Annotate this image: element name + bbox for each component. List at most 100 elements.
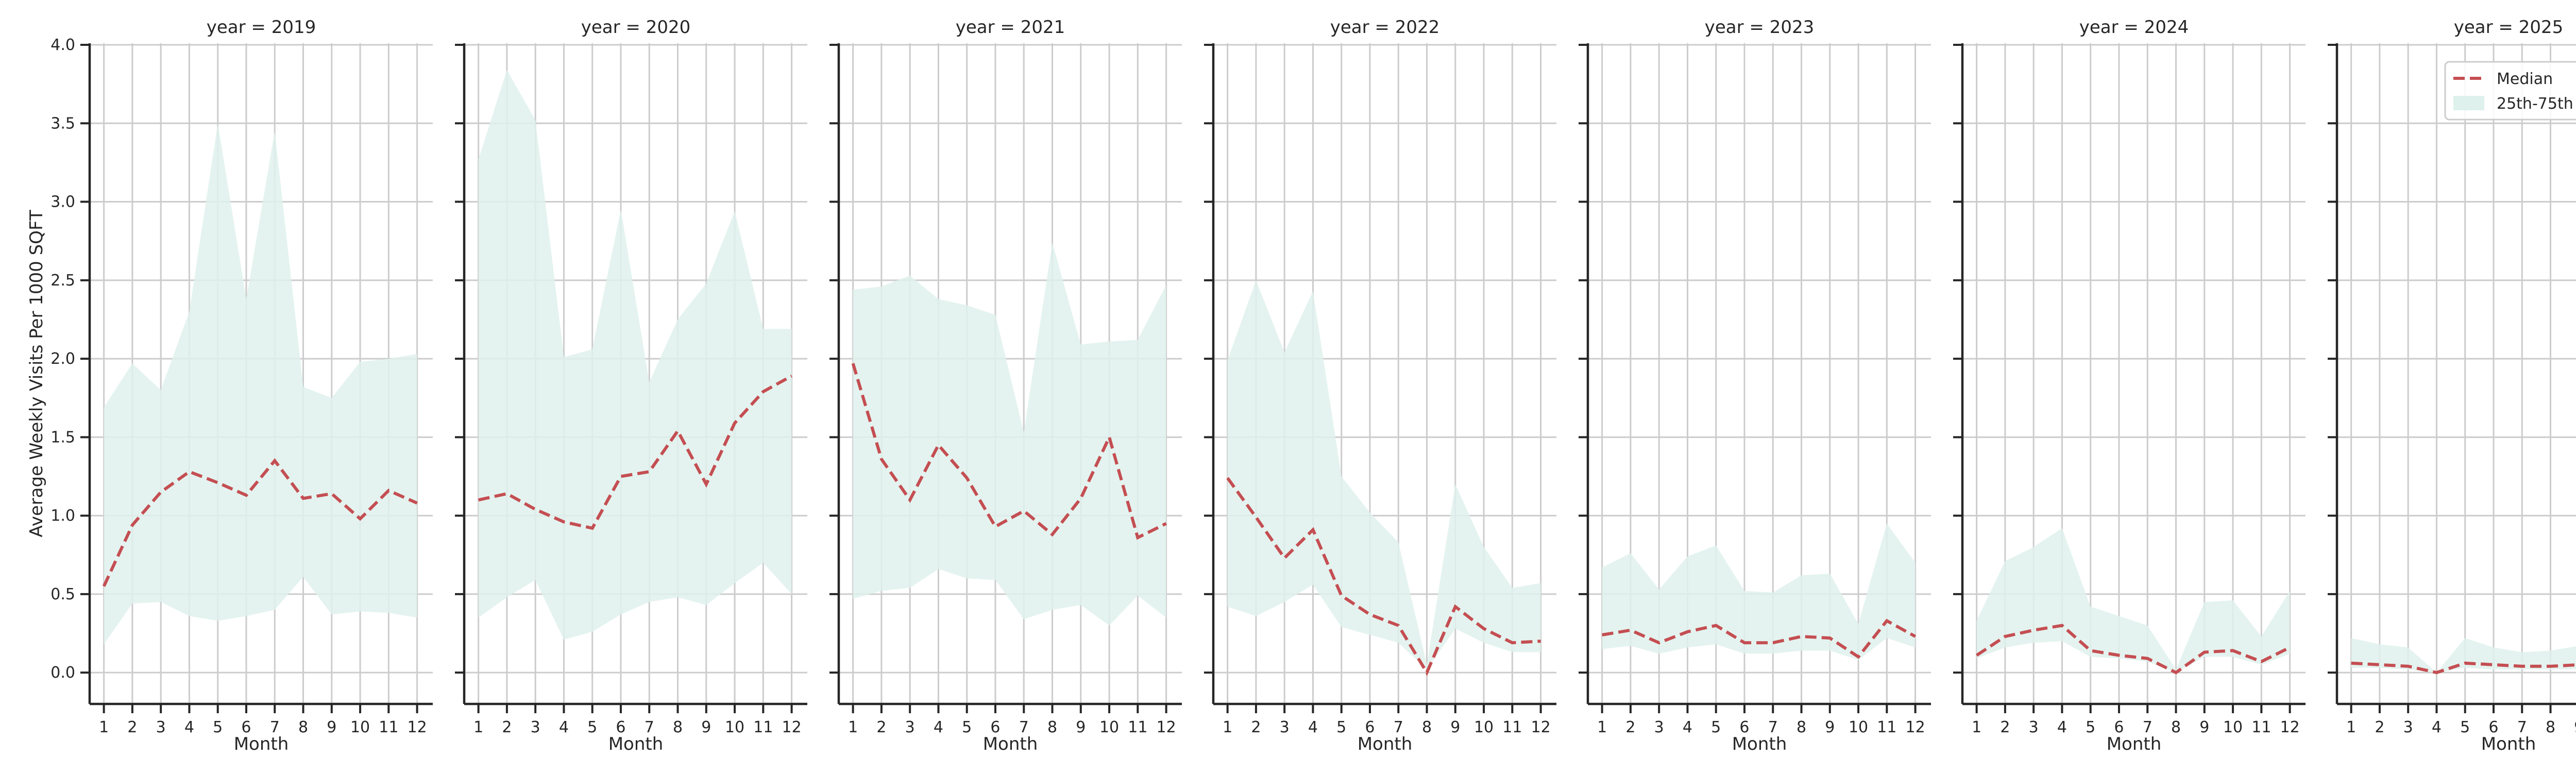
percentile-band — [1227, 280, 1541, 670]
x-tick-label: 2 — [1251, 718, 1261, 736]
percentile-band — [1976, 528, 2290, 673]
x-tick-label: 5 — [213, 718, 223, 736]
y-tick-label: 0.0 — [50, 664, 75, 682]
panel-title: year = 2019 — [207, 17, 316, 38]
x-tick-label: 12 — [408, 718, 427, 736]
x-tick-label: 9 — [701, 718, 711, 736]
x-tick-label: 5 — [962, 718, 972, 736]
panel-title: year = 2025 — [2454, 17, 2563, 38]
y-tick-label: 4.0 — [50, 36, 75, 54]
x-tick-label: 7 — [2517, 718, 2527, 736]
x-tick-label: 2 — [2375, 718, 2384, 736]
x-tick-label: 7 — [1768, 718, 1778, 736]
median-line — [478, 374, 793, 530]
y-tick-label: 1.0 — [50, 507, 75, 525]
x-tick-label: 1 — [2346, 718, 2356, 736]
y-axis-label: Average Weekly Visits Per 1000 SQFT — [26, 210, 47, 537]
x-tick-label: 1 — [1972, 718, 1981, 736]
x-axis-label: Month — [234, 734, 289, 754]
x-tick-label: 5 — [2460, 718, 2470, 736]
x-tick-label: 4 — [559, 718, 569, 736]
x-tick-label: 2 — [876, 718, 886, 736]
x-tick-label: 5 — [587, 718, 597, 736]
y-tick-label: 0.5 — [50, 585, 75, 603]
x-tick-label: 3 — [2403, 718, 2413, 736]
x-tick-label: 4 — [2057, 718, 2067, 736]
x-tick-label: 9 — [1076, 718, 1086, 736]
x-axis-label: Month — [608, 734, 664, 754]
legend-band-swatch — [2453, 96, 2484, 110]
x-tick-label: 9 — [327, 718, 336, 736]
x-tick-label: 3 — [1654, 718, 1664, 736]
x-tick-label: 4 — [2432, 718, 2442, 736]
legend-median-label: Median — [2497, 70, 2553, 88]
panel-title: year = 2022 — [1330, 17, 1439, 38]
x-tick-label: 6 — [990, 718, 1000, 736]
x-tick-label: 6 — [616, 718, 625, 736]
x-tick-label: 7 — [1019, 718, 1029, 736]
y-tick-label: 3.0 — [50, 193, 75, 211]
x-tick-label: 9 — [2574, 718, 2576, 736]
x-axis-label: Month — [2107, 734, 2162, 754]
panel-title: year = 2020 — [581, 17, 690, 38]
x-tick-label: 9 — [1450, 718, 1460, 736]
x-tick-label: 10 — [350, 718, 370, 736]
x-tick-label: 1 — [1597, 718, 1607, 736]
panel-title: year = 2024 — [2079, 17, 2189, 38]
x-tick-label: 5 — [1336, 718, 1346, 736]
x-tick-label: 2 — [1625, 718, 1635, 736]
x-tick-label: 11 — [1502, 718, 1522, 736]
median-line — [102, 458, 418, 587]
x-tick-label: 8 — [298, 718, 308, 736]
x-tick-label: 10 — [725, 718, 744, 736]
x-tick-label: 6 — [2114, 718, 2124, 736]
x-tick-label: 8 — [2546, 718, 2555, 736]
x-tick-label: 12 — [1157, 718, 1176, 736]
x-tick-label: 8 — [1797, 718, 1806, 736]
x-axis-label: Month — [2481, 734, 2536, 754]
x-tick-label: 6 — [1365, 718, 1375, 736]
x-tick-label: 3 — [531, 718, 540, 736]
x-axis-label: Month — [1358, 734, 1413, 754]
x-tick-label: 4 — [1308, 718, 1318, 736]
percentile-band — [1602, 523, 1916, 660]
x-tick-label: 6 — [241, 718, 251, 736]
panel-title: year = 2023 — [1705, 17, 1814, 38]
x-tick-label: 4 — [1683, 718, 1692, 736]
x-tick-label: 11 — [753, 718, 773, 736]
percentile-band — [853, 242, 1166, 626]
x-tick-label: 5 — [1711, 718, 1721, 736]
x-tick-label: 12 — [1531, 718, 1551, 736]
x-tick-label: 1 — [99, 718, 109, 736]
x-tick-label: 10 — [2223, 718, 2243, 736]
median-line — [851, 363, 1167, 540]
x-tick-label: 2 — [2000, 718, 2010, 736]
percentile-band — [2351, 638, 2576, 673]
x-tick-label: 1 — [473, 718, 483, 736]
x-tick-label: 7 — [270, 718, 280, 736]
x-tick-label: 3 — [156, 718, 166, 736]
median-line — [2351, 661, 2576, 675]
x-tick-label: 11 — [2251, 718, 2271, 736]
x-tick-label: 8 — [1047, 718, 1057, 736]
legend-band-label: 25th-75th Percentile — [2497, 95, 2576, 113]
x-tick-label: 6 — [2488, 718, 2498, 736]
x-tick-label: 4 — [184, 718, 194, 736]
x-tick-label: 1 — [1223, 718, 1232, 736]
x-tick-label: 12 — [2280, 718, 2300, 736]
x-tick-label: 8 — [673, 718, 683, 736]
x-tick-label: 2 — [502, 718, 512, 736]
x-tick-label: 1 — [848, 718, 858, 736]
x-tick-label: 3 — [2029, 718, 2039, 736]
x-axis-label: Month — [983, 734, 1038, 754]
y-tick-label: 3.5 — [50, 114, 75, 132]
x-tick-label: 9 — [2199, 718, 2209, 736]
y-tick-label: 1.5 — [50, 428, 75, 446]
x-tick-label: 11 — [1877, 718, 1896, 736]
x-tick-label: 10 — [1099, 718, 1119, 736]
x-tick-label: 12 — [782, 718, 802, 736]
